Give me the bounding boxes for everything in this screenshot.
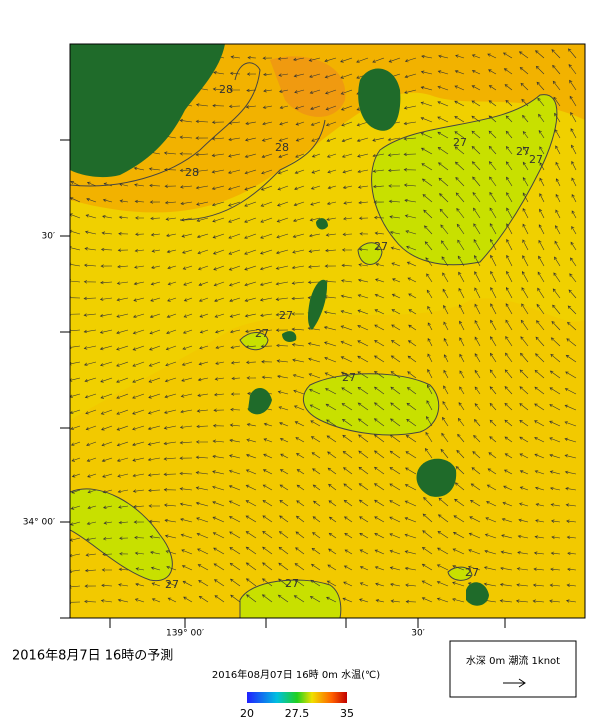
contour-label: 28 <box>219 83 233 96</box>
contour-label: 27 <box>374 240 388 253</box>
legend-arrow <box>503 678 526 688</box>
lon-label: 139° 00′ <box>166 629 204 639</box>
contour-label: 27 <box>453 136 467 149</box>
contour-label: 27 <box>285 577 299 590</box>
contour-label: 27 <box>279 309 293 322</box>
map-frame <box>69 43 586 619</box>
legend-box <box>449 640 577 698</box>
contour-label: 27 <box>165 578 179 591</box>
contour-label: 27 <box>516 145 530 158</box>
lat-label: 34° 00′ <box>23 518 55 528</box>
lat-label: 30′ <box>42 232 56 242</box>
contour-label: 27 <box>342 371 356 384</box>
contour-label: 28 <box>185 166 199 179</box>
lon-label: 30′ <box>411 629 425 639</box>
colorbar-tick-label: 20 <box>240 707 254 720</box>
axis-ticks <box>60 139 506 628</box>
colorbar-caption: 2016年08月07日 16時 0m 水温(℃) <box>212 668 380 681</box>
colorbar <box>247 692 347 703</box>
colorbar-tick-label: 27.5 <box>285 707 310 720</box>
colorbar-tick-label: 35 <box>340 707 354 720</box>
forecast-title: 2016年8月7日 16時の予測 <box>12 649 173 664</box>
contour-label: 27 <box>529 153 543 166</box>
contour-label: 27 <box>255 327 269 340</box>
map-area <box>70 44 585 618</box>
labels: 30′34° 00′139° 00′ 30′2828282727272727272… <box>23 83 543 720</box>
legend-text: 水深 0m 潮流 1knot <box>466 654 560 667</box>
contour-label: 28 <box>275 141 289 154</box>
contour-label: 27 <box>465 566 479 579</box>
